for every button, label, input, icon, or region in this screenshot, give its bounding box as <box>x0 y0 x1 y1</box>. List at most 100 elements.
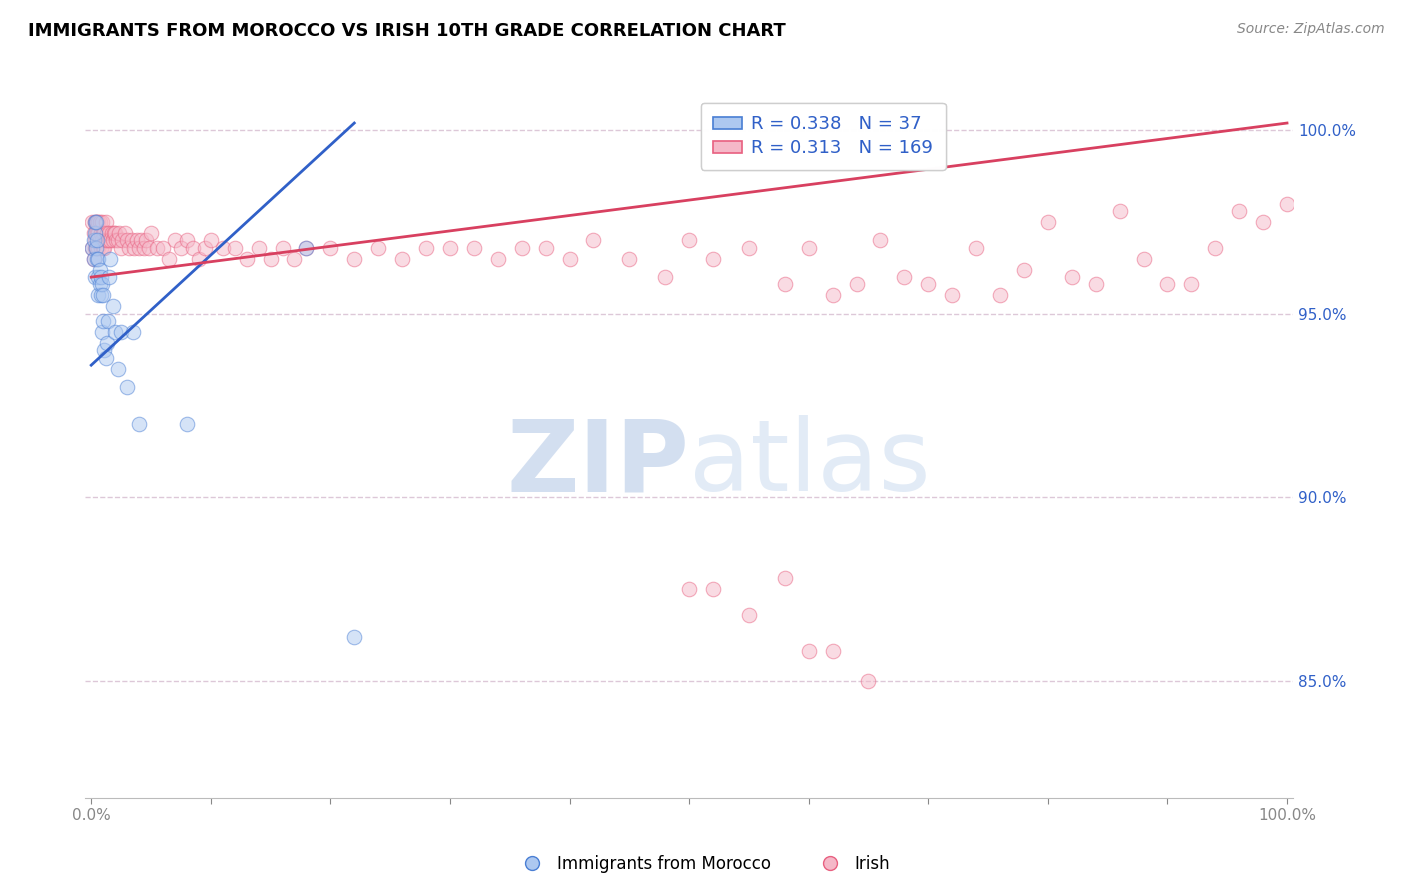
Point <box>94 234 117 248</box>
Point <box>96 336 118 351</box>
Legend: R = 0.338   N = 37, R = 0.313   N = 169: R = 0.338 N = 37, R = 0.313 N = 169 <box>700 103 946 170</box>
Point <box>247 241 270 255</box>
Point <box>157 252 180 266</box>
Point <box>211 241 233 255</box>
Point <box>115 380 138 394</box>
Point <box>83 234 105 248</box>
Point <box>93 226 115 240</box>
Point <box>773 277 796 292</box>
Point <box>110 325 132 339</box>
Point <box>319 241 342 255</box>
Point <box>107 234 129 248</box>
Point <box>86 215 108 229</box>
Point <box>1251 215 1274 229</box>
Point <box>93 343 115 358</box>
Point <box>87 241 110 255</box>
Point <box>510 241 533 255</box>
Point <box>98 234 121 248</box>
Point <box>86 252 108 266</box>
Point <box>415 241 437 255</box>
Point <box>152 241 174 255</box>
Point <box>91 277 114 292</box>
Point <box>101 300 124 314</box>
Point <box>115 234 138 248</box>
Point <box>797 241 820 255</box>
Point <box>654 270 676 285</box>
Point <box>295 241 318 255</box>
Point <box>107 226 129 240</box>
Point <box>271 241 294 255</box>
Point <box>98 252 121 266</box>
Text: Source: ZipAtlas.com: Source: ZipAtlas.com <box>1237 22 1385 37</box>
Point <box>83 270 105 285</box>
Point <box>90 226 112 240</box>
Point <box>558 252 581 266</box>
Point <box>439 241 461 255</box>
Point <box>87 288 110 302</box>
Point <box>93 241 115 255</box>
Point <box>96 226 118 240</box>
Point <box>678 234 700 248</box>
Point <box>91 234 114 248</box>
Point <box>84 226 107 240</box>
Point <box>105 234 128 248</box>
Point <box>90 288 112 302</box>
Point <box>91 288 114 302</box>
Point <box>582 234 605 248</box>
Point <box>295 241 318 255</box>
Point <box>486 252 509 266</box>
Point <box>821 644 844 658</box>
Point <box>82 215 104 229</box>
Point <box>104 325 127 339</box>
Point <box>869 234 891 248</box>
Point <box>83 215 105 229</box>
Point <box>104 226 127 240</box>
Point <box>187 252 209 266</box>
Point <box>87 252 110 266</box>
Point <box>91 226 114 240</box>
Point <box>100 226 122 240</box>
Point <box>534 241 557 255</box>
Point <box>87 226 110 240</box>
Point <box>84 241 107 255</box>
Point <box>91 314 114 328</box>
Point <box>1275 196 1298 211</box>
Point <box>94 215 117 229</box>
Point <box>83 226 105 240</box>
Point <box>91 241 114 255</box>
Point <box>110 241 132 255</box>
Point <box>893 270 915 285</box>
Point <box>98 226 121 240</box>
Point <box>91 215 114 229</box>
Point <box>131 234 153 248</box>
Point <box>1084 277 1107 292</box>
Point <box>176 234 198 248</box>
Point <box>83 226 105 240</box>
Point <box>82 241 104 255</box>
Point <box>103 226 125 240</box>
Point <box>1036 215 1059 229</box>
Point <box>1108 204 1130 219</box>
Point <box>83 241 105 255</box>
Point <box>90 270 112 285</box>
Point <box>122 325 145 339</box>
Point <box>86 241 108 255</box>
Point <box>122 241 145 255</box>
Point <box>678 582 700 596</box>
Point <box>84 215 107 229</box>
Point <box>845 277 868 292</box>
Point <box>121 234 143 248</box>
Point <box>97 234 120 248</box>
Point <box>702 252 724 266</box>
Point <box>89 277 111 292</box>
Point <box>107 361 129 376</box>
Point <box>343 630 366 644</box>
Point <box>224 241 246 255</box>
Point <box>1012 262 1035 277</box>
Point <box>391 252 413 266</box>
Point <box>797 644 820 658</box>
Point <box>98 270 121 285</box>
Point <box>114 226 136 240</box>
Point <box>125 234 148 248</box>
Point <box>82 241 104 255</box>
